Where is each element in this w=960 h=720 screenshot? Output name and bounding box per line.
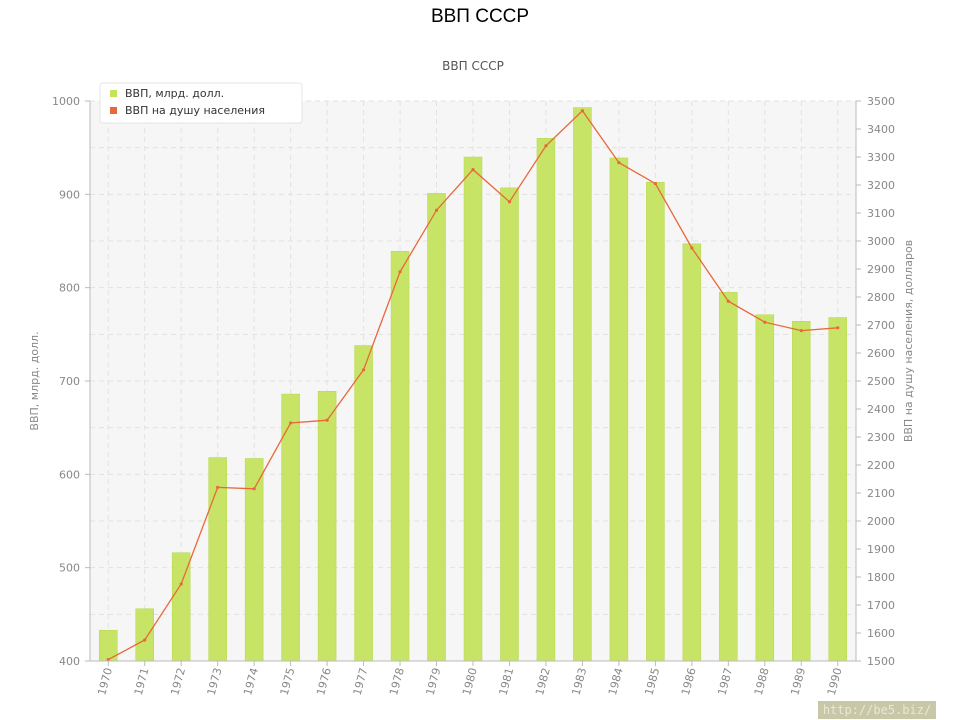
x-tick-label: 1977 (351, 666, 371, 696)
x-tick-label: 1980 (460, 666, 480, 696)
left-tick-label: 400 (59, 655, 80, 668)
x-tick-label: 1987 (715, 666, 735, 696)
line-point-1971 (143, 638, 147, 642)
right-tick-label: 2300 (867, 431, 895, 444)
right-tick-label: 2000 (867, 515, 895, 528)
line-point-1973 (216, 485, 220, 489)
right-axis-title: ВВП на душу населения, долларов (902, 240, 915, 442)
line-point-1988 (763, 320, 767, 324)
legend-label-line: ВВП на душу населения (125, 104, 265, 117)
bar-1985 (646, 181, 665, 662)
right-tick-label: 1800 (867, 571, 895, 584)
bar-1982 (536, 138, 556, 662)
legend-swatch-line (110, 107, 117, 114)
right-tick-label: 1500 (867, 655, 895, 668)
right-tick-label: 1700 (867, 599, 895, 612)
x-tick-label: 1976 (314, 666, 334, 696)
x-tick-label: 1986 (679, 666, 699, 696)
right-tick-label: 2900 (867, 263, 895, 276)
x-tick-label: 1990 (825, 666, 845, 696)
x-tick-label: 1985 (642, 666, 662, 696)
line-point-1970 (106, 658, 110, 662)
bar-1988 (755, 314, 775, 662)
bar-1981 (500, 187, 519, 662)
right-tick-label: 3000 (867, 235, 895, 248)
line-point-1981 (507, 200, 512, 204)
right-tick-label: 3100 (867, 207, 895, 220)
bar-1989 (792, 321, 811, 662)
right-tick-label: 3500 (867, 95, 895, 108)
right-tick-label: 2100 (867, 487, 895, 500)
line-point-1983 (580, 109, 585, 113)
right-tick-label: 2200 (867, 459, 895, 472)
x-tick-label: 1974 (241, 666, 261, 696)
line-point-1977 (361, 368, 366, 372)
line-point-1974 (252, 487, 256, 491)
line-point-1989 (799, 329, 803, 333)
right-tick-label: 2500 (867, 375, 895, 388)
line-point-1990 (836, 326, 840, 330)
bar-1984 (609, 157, 629, 662)
watermark-link[interactable]: http://be5.biz/ (818, 701, 936, 719)
x-tick-label: 1983 (570, 666, 590, 696)
bar-1987 (719, 292, 738, 662)
bar-1978 (390, 251, 410, 662)
x-tick-label: 1972 (168, 666, 188, 696)
line-point-1975 (289, 421, 293, 425)
bar-1990 (828, 317, 848, 662)
line-point-1972 (179, 582, 183, 586)
x-tick-label: 1973 (205, 666, 225, 696)
left-tick-label: 900 (59, 188, 80, 201)
right-tick-label: 1900 (867, 543, 895, 556)
x-tick-label: 1975 (278, 666, 298, 696)
right-tick-label: 3200 (867, 179, 895, 192)
left-tick-label: 500 (59, 562, 80, 575)
right-tick-label: 3400 (867, 123, 895, 136)
line-point-1978 (398, 270, 402, 274)
x-tick-label: 1978 (387, 666, 407, 696)
left-tick-label: 600 (59, 468, 80, 481)
left-tick-label: 1000 (52, 95, 80, 108)
right-tick-label: 2700 (867, 319, 895, 332)
bar-1976 (317, 391, 337, 662)
right-tick-label: 1600 (867, 627, 895, 640)
legend-box (99, 82, 303, 124)
chart-title: ВВП СССР (442, 59, 504, 73)
page-title: ВВП СССР (430, 6, 530, 27)
line-point-1982 (544, 144, 548, 148)
line-point-1985 (653, 182, 657, 186)
x-tick-label: 1970 (95, 666, 115, 696)
left-tick-label: 700 (59, 375, 80, 388)
right-tick-label: 3300 (867, 151, 895, 164)
x-tick-label: 1979 (424, 666, 444, 696)
right-tick-label: 2400 (867, 403, 895, 416)
bar-1977 (354, 345, 373, 662)
line-point-1976 (325, 418, 329, 422)
line-point-1979 (434, 208, 439, 212)
line-point-1980 (471, 168, 475, 172)
bar-1983 (573, 107, 592, 662)
left-axis-title: ВВП, млрд. долл. (28, 331, 41, 430)
right-tick-label: 2800 (867, 291, 895, 304)
bar-1979 (427, 193, 446, 662)
line-point-1986 (690, 246, 694, 250)
x-tick-label: 1984 (606, 666, 626, 696)
x-tick-label: 1981 (497, 666, 517, 696)
left-tick-label: 800 (59, 282, 80, 295)
legend-swatch-bar (110, 90, 117, 97)
bar-1980 (463, 156, 483, 662)
bar-1986 (682, 243, 702, 662)
legend-label-bar: ВВП, млрд. долл. (125, 87, 224, 100)
line-point-1984 (617, 161, 621, 165)
x-tick-label: 1989 (788, 666, 808, 696)
x-tick-label: 1988 (752, 666, 772, 696)
line-point-1987 (726, 299, 730, 303)
x-tick-label: 1982 (533, 666, 553, 696)
right-tick-label: 2600 (867, 347, 895, 360)
x-tick-label: 1971 (132, 666, 152, 696)
bar-1971 (135, 608, 154, 662)
